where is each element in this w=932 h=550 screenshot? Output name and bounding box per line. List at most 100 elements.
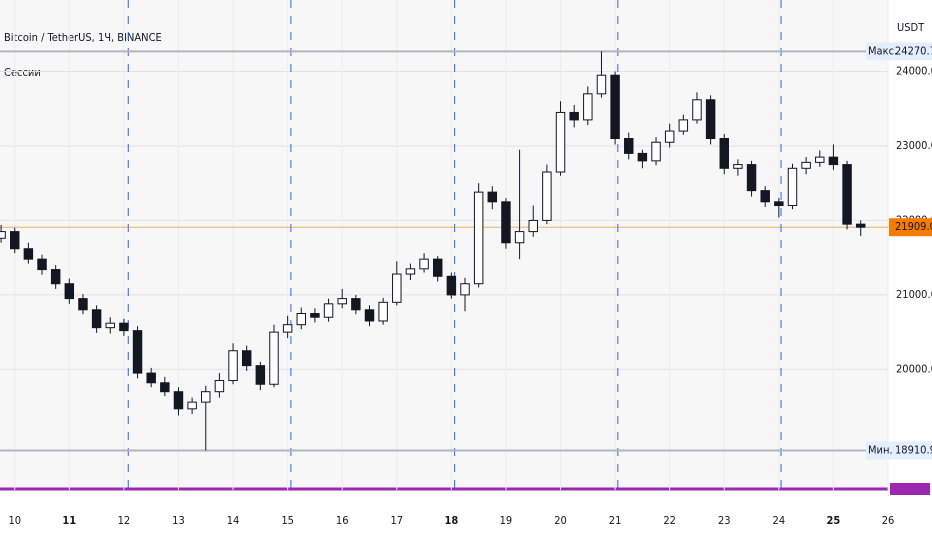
candle-body [228,350,238,382]
candle-body [173,391,184,410]
x-tick-label: 17 [390,514,403,527]
candle-body [78,298,88,311]
candle-body [787,167,798,207]
chart-title: Bitcoin / TetherUS, 1Ч, BINANCE [4,31,162,44]
x-tick-label: 25 [827,514,841,527]
candle-body [132,330,143,374]
last-price-value: 21909.08 [895,220,932,233]
candle-body [583,93,593,121]
price-axis [888,0,932,550]
candle-body [405,268,416,275]
last-price-tag [889,218,932,237]
candle-body [255,365,266,385]
candle-body [419,258,429,270]
x-tick-label: 18 [444,514,458,527]
x-tick-label: 11 [62,514,76,527]
candle-body [351,298,361,311]
candle-body [501,201,511,244]
x-tick-label: 23 [718,514,731,527]
candle-body [610,74,620,140]
candle-body [50,269,61,285]
min-value: 18910.94 [895,443,932,456]
currency: USDT [897,21,925,34]
indicator-name: Сессии [4,66,41,79]
candle-body [119,322,129,332]
candle-body [378,301,388,322]
candle-body [637,152,648,162]
max-tag [889,42,932,61]
candle-body [392,273,402,303]
candle-body [432,258,443,277]
x-tick-label: 22 [663,514,676,527]
candle-body [91,309,102,329]
x-tick-label: 14 [227,514,240,527]
candle-body [801,161,811,169]
candle-body [446,275,457,296]
candle-body [855,223,866,228]
candle-body [815,156,825,163]
min-tag [889,441,932,460]
x-tick-label: 12 [118,514,131,527]
max-value: 24270.74 [895,44,932,57]
candle-body [187,401,197,410]
candle-body [542,171,552,221]
candle-body [282,324,293,333]
candle-body [337,298,347,305]
candle-body [733,164,743,169]
candle-body [37,258,47,271]
candle-body [774,201,784,207]
candle-body [214,380,225,393]
candle-body [678,119,689,132]
min-label: Мин. [868,443,893,456]
candle-body [364,309,375,322]
indicator-tag [890,483,930,495]
candle-body [473,191,484,285]
candle-body [310,313,320,318]
x-tick-label: 21 [609,514,622,527]
x-tick-label: 15 [281,514,294,527]
x-tick-label: 19 [500,514,513,527]
min-label-tag [866,441,890,460]
candle-body [555,111,566,173]
y-tick-label: 21000.00 [896,288,932,301]
candle-body [323,303,334,318]
candle-body [487,191,498,203]
candle-body [64,283,75,300]
candle-body [23,248,34,260]
plot-background [0,0,888,490]
candle-body [624,138,634,154]
candle-body [514,231,525,244]
candle-body [719,138,729,169]
candle-body [10,231,20,250]
candle-body [705,99,716,140]
candle-body [146,372,156,384]
candle-body [651,141,661,162]
max-label-tag [866,42,890,61]
candle-body [569,111,579,121]
x-tick-label: 20 [554,514,567,527]
candle-body [596,74,607,95]
candle-body [760,190,770,203]
candle-body [692,99,702,121]
candle-body [160,382,170,393]
x-tick-label: 26 [882,514,895,527]
y-tick-label: 23000.00 [896,139,932,152]
candle-body [460,283,470,296]
y-tick-label: 20000.00 [896,362,932,375]
candle-body [528,219,538,233]
candle-body [0,231,6,239]
candle-body [842,164,852,225]
max-label: Макс. [868,44,897,57]
x-tick-label: 13 [172,514,185,527]
candle-body [296,313,307,326]
candle-body [201,391,211,403]
candle-body [664,130,675,143]
x-tick-label: 16 [336,514,349,527]
candle-body [746,164,757,192]
y-tick-label: 24000.00 [896,64,932,77]
x-tick-label: 10 [8,514,21,527]
candle-body [828,156,839,166]
candle-body [269,331,279,385]
candle-body [105,322,115,329]
